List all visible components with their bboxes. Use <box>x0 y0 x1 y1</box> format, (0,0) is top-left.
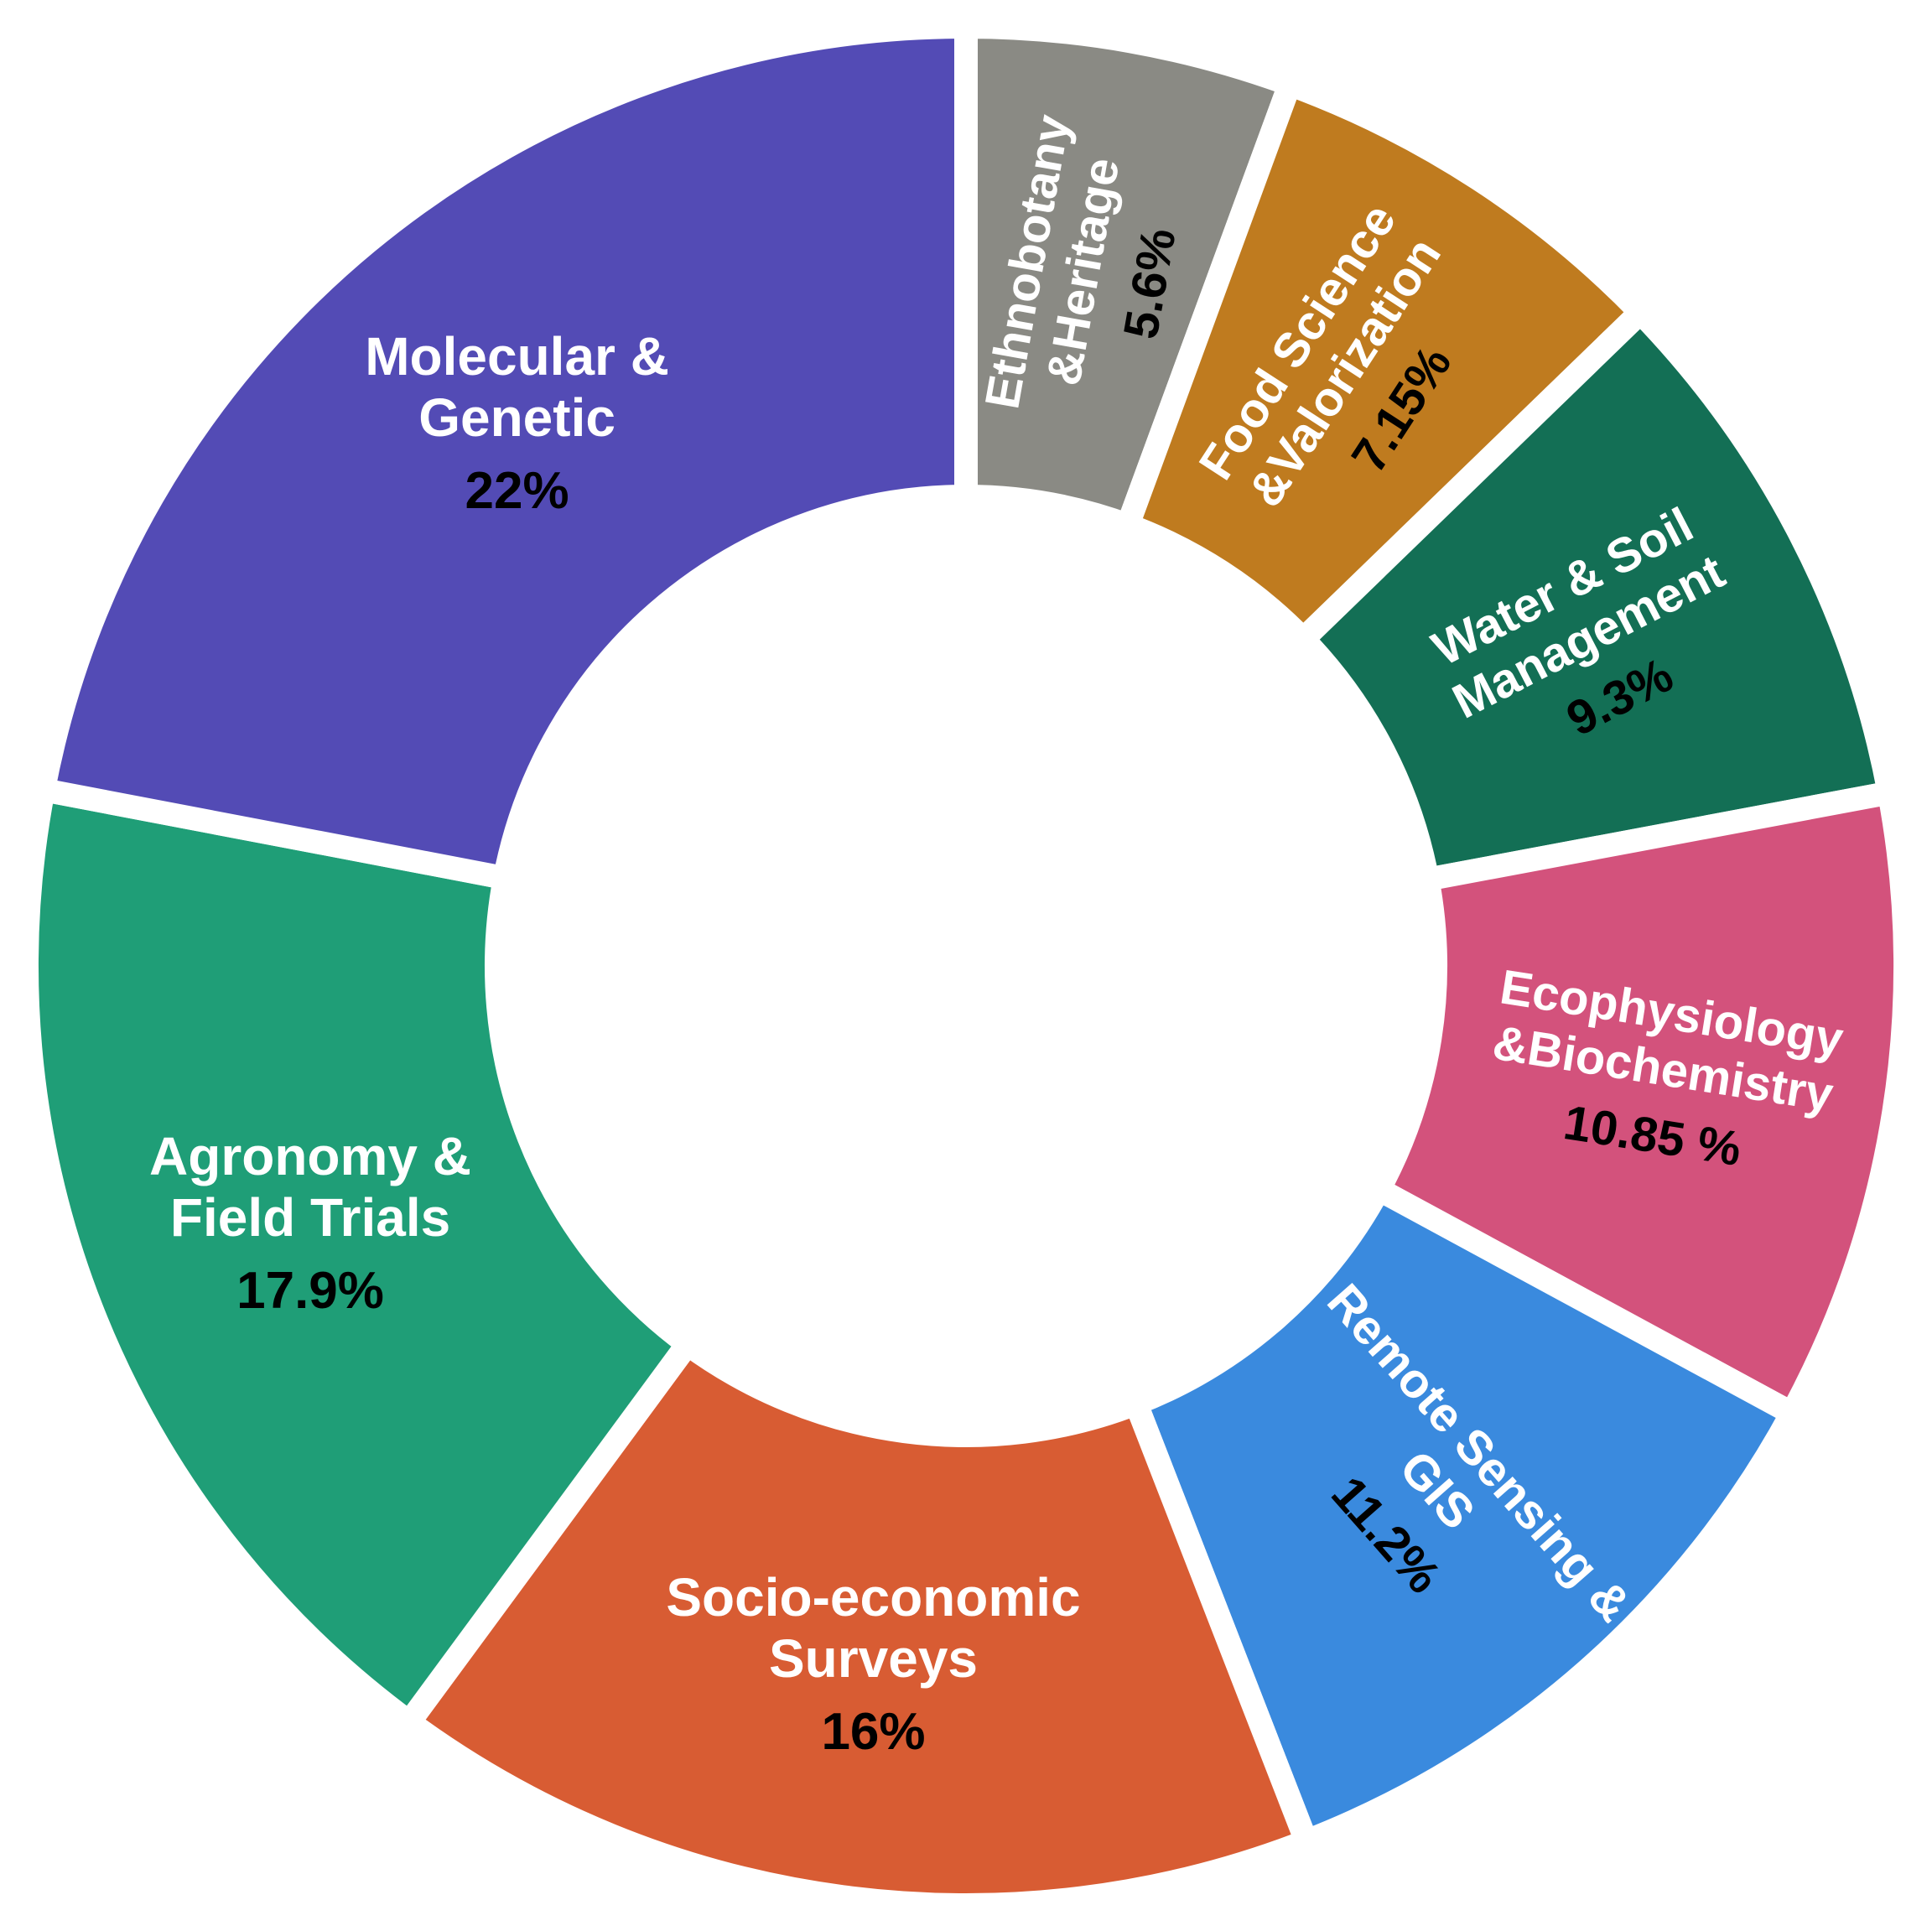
slice-label: Agronomy & Field Trials 17.9% <box>92 1126 528 1321</box>
value-label: 22% <box>465 461 569 520</box>
slice <box>392 1327 1322 1917</box>
slice-label: Socio-economic Surveys 16% <box>655 1567 1091 1762</box>
slice <box>1120 1173 1808 1857</box>
value-label: 16% <box>821 1702 926 1761</box>
category-label: Socio-economic Surveys <box>666 1566 1081 1690</box>
slice <box>1286 295 1903 894</box>
category-label: Molecular & Genetic <box>365 325 669 449</box>
slice-label: Molecular & Genetic 22% <box>299 326 735 521</box>
slice <box>29 14 978 892</box>
slice <box>1113 69 1658 657</box>
category-label: Agronomy & Field Trials <box>149 1125 472 1248</box>
value-label: 17.9% <box>236 1261 384 1320</box>
slice <box>15 776 704 1739</box>
